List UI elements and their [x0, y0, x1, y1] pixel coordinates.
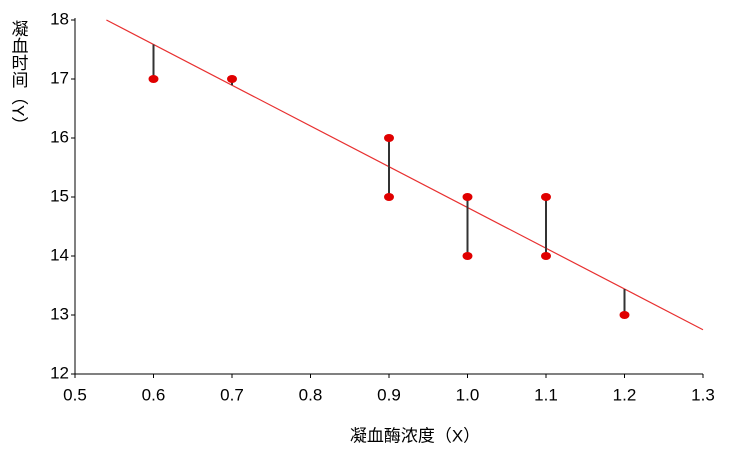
x-tick-label: 0.7 — [220, 385, 244, 404]
point — [227, 75, 237, 83]
point — [541, 193, 551, 201]
y-tick-label: 18 — [50, 9, 69, 28]
x-tick-label: 1.2 — [613, 385, 637, 404]
x-tick-label: 0.5 — [63, 385, 87, 404]
x-tick-label: 0.8 — [299, 385, 323, 404]
point — [384, 134, 394, 142]
x-tick-label: 1.3 — [691, 385, 715, 404]
y-tick-label: 12 — [50, 363, 69, 382]
point — [384, 193, 394, 201]
point — [541, 252, 551, 260]
point — [619, 311, 630, 319]
y-tick-label: 16 — [50, 127, 69, 146]
x-tick-label: 1.1 — [534, 385, 558, 404]
y-tick-label: 17 — [50, 68, 69, 87]
x-tick-label: 1.0 — [456, 385, 480, 404]
y-tick-label: 13 — [50, 304, 69, 323]
point — [462, 252, 473, 260]
point — [148, 75, 159, 83]
fit-line — [106, 19, 704, 331]
x-tick-label: 0.6 — [142, 385, 166, 404]
y-tick-label: 15 — [50, 186, 69, 205]
point — [462, 193, 473, 201]
y-axis-title: 凝血时间（Y） — [9, 20, 29, 133]
y-tick-label: 14 — [50, 245, 69, 264]
x-axis-title: 凝血酶浓度（X） — [350, 426, 480, 445]
x-tick-label: 0.9 — [377, 385, 401, 404]
